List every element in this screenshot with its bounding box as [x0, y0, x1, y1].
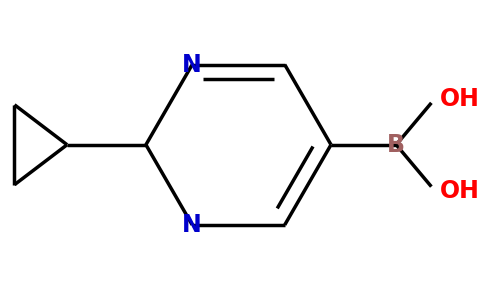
Text: N: N — [182, 52, 202, 76]
Text: OH: OH — [440, 179, 480, 203]
Text: OH: OH — [440, 87, 480, 111]
Text: N: N — [182, 213, 202, 237]
Text: B: B — [387, 133, 405, 157]
